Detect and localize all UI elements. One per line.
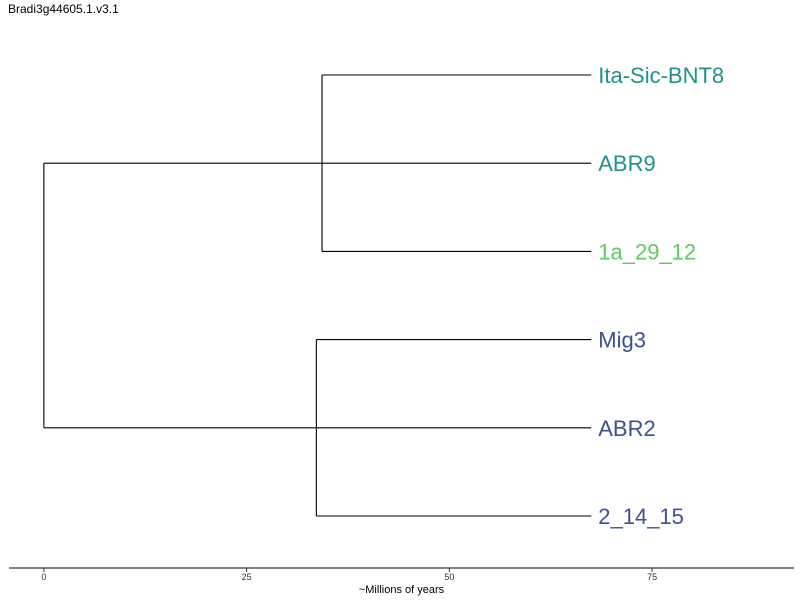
- tip-label: Mig3: [598, 328, 646, 353]
- x-tick-label: 25: [242, 572, 252, 582]
- x-tick-label: 75: [647, 572, 657, 582]
- tip-label: ABR2: [598, 416, 655, 441]
- x-tick-label: 0: [41, 572, 46, 582]
- tip-label: ABR9: [598, 151, 655, 176]
- tip-label: 1a_29_12: [598, 239, 696, 264]
- tip-label: 2_14_15: [598, 504, 684, 529]
- tip-label: Ita-Sic-BNT8: [598, 63, 724, 88]
- x-axis-title: ~Millions of years: [359, 584, 445, 596]
- x-tick-label: 50: [444, 572, 454, 582]
- plot-title: Bradi3g44605.1.v3.1: [8, 2, 119, 16]
